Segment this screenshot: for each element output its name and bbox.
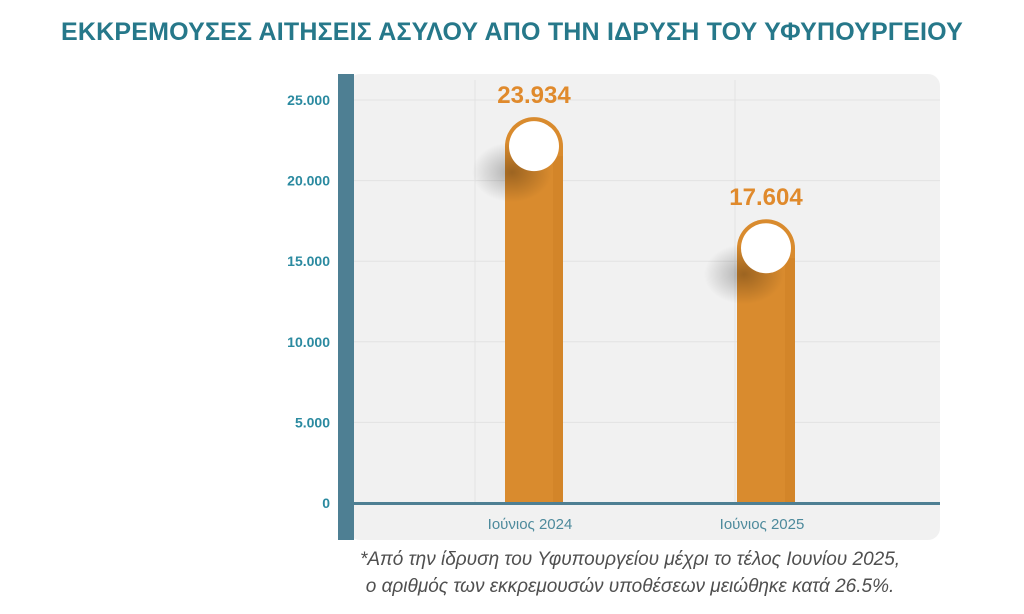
y-tick-label: 20.000 bbox=[287, 173, 330, 189]
y-tick-label: 10.000 bbox=[287, 334, 330, 350]
y-axis-line bbox=[338, 74, 354, 540]
bar-cap-circle bbox=[741, 223, 791, 274]
bar-value-label: 17.604 bbox=[729, 184, 803, 211]
category-label: Ιούνιος 2025 bbox=[720, 516, 805, 533]
bars: 23.934 17.604 bbox=[472, 82, 803, 504]
y-tick-label: 0 bbox=[322, 495, 330, 511]
y-tick-label: 15.000 bbox=[287, 253, 330, 269]
y-tick-labels: 0 5.000 10.000 15.000 20.000 25.000 bbox=[287, 92, 330, 511]
category-labels: Ιούνιος 2024 Ιούνιος 2025 bbox=[488, 516, 805, 533]
footnote-line-1: *Από την ίδρυση του Υφυπουργείου μέχρι τ… bbox=[359, 549, 901, 570]
y-tick-label: 5.000 bbox=[295, 414, 330, 430]
bar-edge-shade bbox=[785, 258, 795, 503]
bar-edge-shade bbox=[553, 156, 563, 504]
gridlines bbox=[354, 80, 940, 502]
chart-title: ΕΚΚΡΕΜΟΥΣΕΣ ΑΙΤΗΣΕΙΣ ΑΣΥΛΟΥ ΑΠΟ ΤΗΝ ΙΔΡΥ… bbox=[60, 18, 964, 46]
footnote: *Από την ίδρυση του Υφυπουργείου μέχρι τ… bbox=[300, 546, 960, 600]
footnote-line-2: ο αριθμός των εκκρεμουσών υποθέσεων μειώ… bbox=[365, 576, 895, 597]
bar-body bbox=[505, 146, 563, 504]
bar-value-label: 23.934 bbox=[497, 82, 571, 109]
x-axis-line bbox=[338, 502, 940, 505]
plot-panel bbox=[348, 74, 940, 540]
bar-cap-circle bbox=[509, 121, 559, 172]
category-label: Ιούνιος 2024 bbox=[488, 516, 573, 533]
y-tick-label: 25.000 bbox=[287, 92, 330, 108]
